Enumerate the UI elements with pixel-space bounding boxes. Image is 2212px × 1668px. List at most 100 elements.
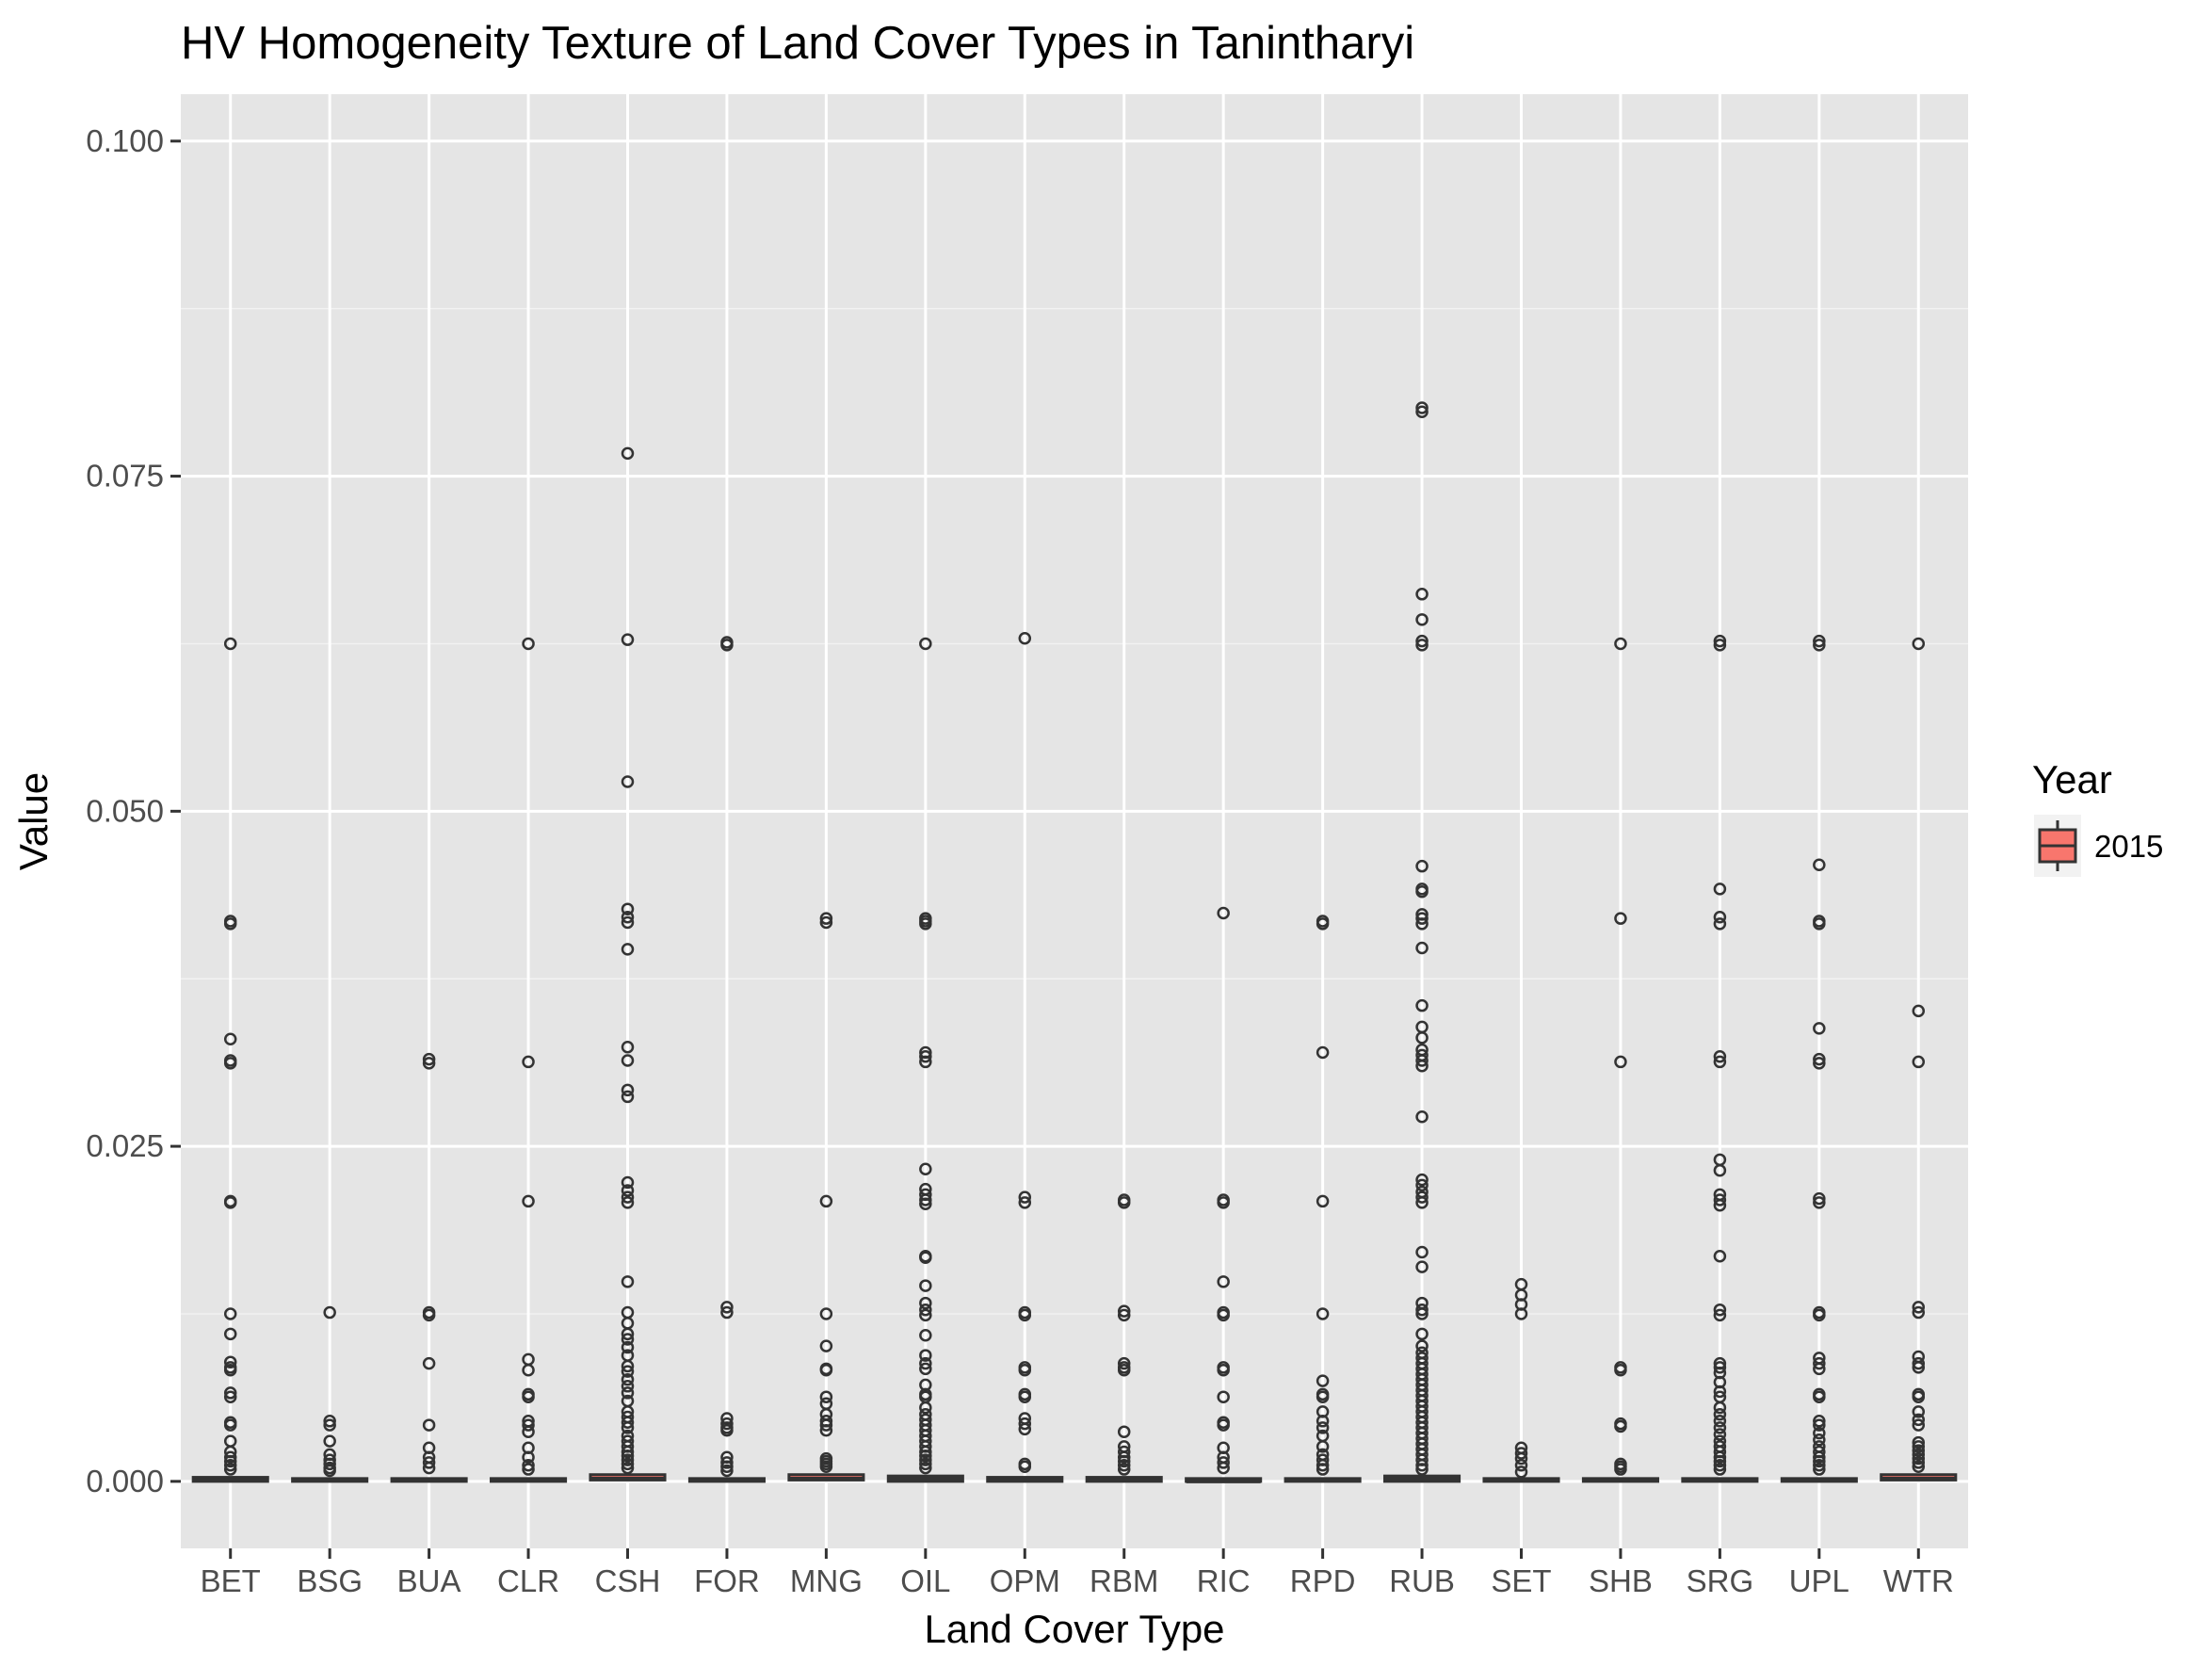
outlier-point (1713, 1250, 1727, 1263)
outlier-point (1117, 1304, 1131, 1318)
outlier-point (1018, 1363, 1032, 1377)
outlier-point (621, 1386, 635, 1400)
outlier-point (1614, 1363, 1627, 1377)
outlier-point (1713, 1463, 1727, 1476)
outlier-point (1813, 1390, 1826, 1403)
outlier-point (819, 1307, 833, 1320)
outlier-point (819, 1424, 833, 1437)
outlier-point (919, 1251, 932, 1264)
outlier-point (919, 1303, 932, 1317)
outlier-point (1813, 1052, 1826, 1066)
outlier-point (1912, 1456, 1926, 1469)
outlier-point (1713, 1459, 1727, 1472)
y-tick-label: 0.100 (86, 123, 164, 158)
outlier-point (621, 1175, 635, 1190)
outlier-point (919, 1461, 932, 1475)
outlier-point (1415, 998, 1429, 1012)
outlier-point (1415, 1031, 1429, 1045)
outlier-point (1813, 1196, 1826, 1209)
x-tick-label-clr: CLR (497, 1563, 559, 1598)
outlier-point (621, 1333, 635, 1346)
outlier-point (1912, 1301, 1926, 1314)
outlier-point (1217, 1390, 1230, 1403)
outlier-point (1117, 1450, 1131, 1464)
y-tick-label: 0.025 (86, 1128, 164, 1163)
outlier-point (621, 910, 635, 924)
outlier-point (919, 1362, 932, 1376)
outlier-point (1813, 1454, 1826, 1468)
outlier-point (223, 1057, 237, 1070)
outlier-point (919, 1445, 932, 1459)
box-rpd (1284, 915, 1362, 1483)
box-bua (390, 1052, 468, 1483)
outlier-point (621, 1457, 635, 1471)
box-wtr (1880, 637, 1958, 1482)
outlier-point (1117, 1308, 1131, 1322)
outlier-point (1415, 639, 1429, 652)
outlier-point (1912, 1055, 1926, 1069)
y-axis-ticks: 0.000 0.025 0.050 0.075 0.100 (86, 123, 181, 1498)
outlier-point (1912, 637, 1926, 651)
outlier-point (1415, 917, 1429, 931)
outlier-point (621, 775, 635, 788)
outlier-point (1614, 1055, 1627, 1069)
x-tick-label-upl: UPL (1789, 1563, 1849, 1598)
outlier-point (422, 1052, 436, 1066)
x-tick-label-bet: BET (201, 1563, 261, 1598)
x-tick-label-wtr: WTR (1883, 1563, 1954, 1598)
outlier-point (1117, 1425, 1131, 1438)
outlier-point (1415, 613, 1429, 626)
outlier-point (621, 1359, 635, 1373)
outlier-point (1415, 1059, 1429, 1073)
x-tick-label-bua: BUA (397, 1563, 461, 1598)
outlier-point (1614, 912, 1627, 925)
outlier-point (1713, 917, 1727, 931)
outlier-point (1117, 1463, 1131, 1476)
outlier-point (1117, 1196, 1131, 1209)
x-tick-label-for: FOR (694, 1563, 760, 1598)
outlier-point (919, 1457, 932, 1471)
outlier-point (1713, 1308, 1727, 1322)
outlier-point (323, 1464, 336, 1478)
outlier-point (1415, 1327, 1429, 1341)
outlier-point (522, 1418, 535, 1432)
boxplot-series (191, 401, 1958, 1483)
box-bsg (291, 1305, 369, 1483)
box-mng (787, 912, 865, 1482)
outlier-point (1415, 401, 1429, 414)
legend-label-2015: 2015 (2094, 829, 2163, 864)
outlier-point (919, 1049, 932, 1063)
outlier-point (621, 1083, 635, 1097)
outlier-point (819, 1363, 833, 1377)
outlier-point (919, 1296, 932, 1310)
outlier-point (1713, 1428, 1727, 1441)
outlier-point (720, 1417, 734, 1431)
outlier-point (1316, 1374, 1330, 1387)
outlier-point (1415, 1307, 1429, 1320)
outlier-point (1018, 1460, 1032, 1473)
box-clr (490, 637, 568, 1483)
outlier-point (223, 1418, 237, 1432)
outlier-point (621, 1445, 635, 1459)
x-axis-ticks: BET BSG BUA CLR CSH FOR MNG OIL OPM RBM RIC RPD RUB S… (201, 1548, 1954, 1598)
outlier-point (1117, 1454, 1131, 1468)
outlier-point (1415, 1463, 1429, 1476)
outlier-point (1912, 1440, 1926, 1453)
box-shb (1581, 637, 1659, 1483)
outlier-point (522, 1450, 535, 1464)
outlier-point (1316, 1421, 1330, 1434)
outlier-point (1713, 1193, 1727, 1206)
outlier-point (1217, 1418, 1230, 1432)
x-tick-label-opm: OPM (990, 1563, 1060, 1598)
outlier-point (1912, 1448, 1926, 1462)
outlier-point (1813, 1057, 1826, 1070)
outlier-point (1415, 1339, 1429, 1352)
outlier-point (1813, 1356, 1826, 1370)
outlier-point (522, 1390, 535, 1403)
outlier-point (720, 1301, 734, 1314)
outlier-point (1018, 1190, 1032, 1204)
box-oil (886, 637, 964, 1483)
outlier-point (621, 633, 635, 646)
outlier-point (621, 943, 635, 956)
outlier-point (621, 1453, 635, 1466)
